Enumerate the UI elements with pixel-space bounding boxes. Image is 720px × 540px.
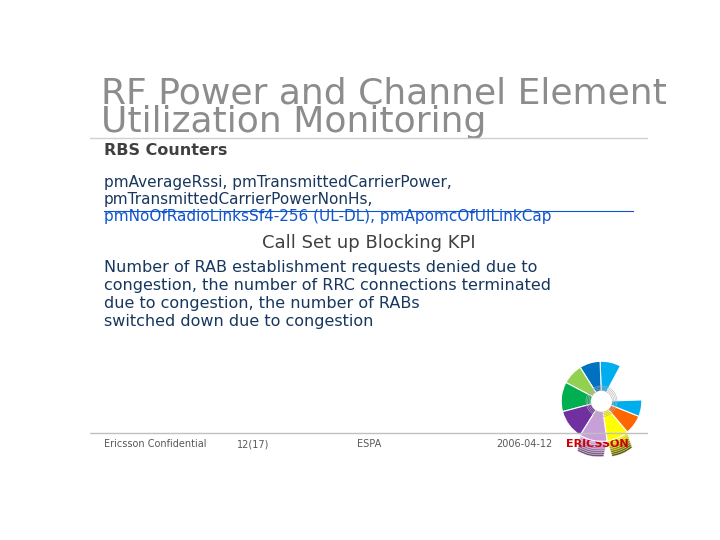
Text: pmTransmittedCarrierPowerNonHs,: pmTransmittedCarrierPowerNonHs, [104,192,374,207]
Wedge shape [580,361,601,393]
Text: switched down due to congestion: switched down due to congestion [104,314,374,328]
Text: Utilization Monitoring: Utilization Monitoring [101,105,486,139]
Wedge shape [611,400,642,416]
Wedge shape [561,382,593,411]
Wedge shape [566,367,596,396]
Text: 12(17): 12(17) [237,440,269,449]
Wedge shape [577,425,604,457]
Text: pmAverageRssi, pmTransmittedCarrierPower,: pmAverageRssi, pmTransmittedCarrierPower… [104,175,451,190]
Text: congestion, the number of RRC connections terminated: congestion, the number of RRC connection… [104,278,551,293]
Text: Number of RAB establishment requests denied due to: Number of RAB establishment requests den… [104,260,537,275]
Wedge shape [600,361,621,393]
Wedge shape [607,422,631,455]
Wedge shape [603,409,627,441]
Wedge shape [579,417,606,449]
Text: ESPA: ESPA [357,440,381,449]
Wedge shape [603,409,627,441]
Wedge shape [580,411,607,443]
Wedge shape [578,420,606,451]
Text: ERICSSON: ERICSSON [567,440,629,449]
Wedge shape [580,410,607,441]
Wedge shape [605,415,629,447]
Wedge shape [608,405,639,432]
Wedge shape [604,413,629,445]
Text: Call Set up Blocking KPI: Call Set up Blocking KPI [262,234,476,252]
Wedge shape [579,416,606,447]
Wedge shape [606,418,631,450]
Text: due to congestion, the number of RABs: due to congestion, the number of RABs [104,296,420,311]
Wedge shape [603,411,628,443]
Wedge shape [580,410,607,441]
Wedge shape [577,423,604,455]
Circle shape [591,392,611,411]
Wedge shape [580,414,606,445]
Text: RBS Counters: RBS Counters [104,143,228,158]
Text: 2006-04-12: 2006-04-12 [496,440,552,449]
Wedge shape [578,421,605,453]
Text: pmNoOfRadioLinksSf4-256 (UL-DL), pmApomcOfUILinkCap: pmNoOfRadioLinksSf4-256 (UL-DL), pmApomc… [104,209,552,224]
Wedge shape [608,424,632,456]
Wedge shape [562,404,596,435]
Text: Ericsson Confidential: Ericsson Confidential [104,440,207,449]
Wedge shape [606,417,630,449]
Wedge shape [607,421,631,453]
Text: RF Power and Channel Element: RF Power and Channel Element [101,76,667,110]
